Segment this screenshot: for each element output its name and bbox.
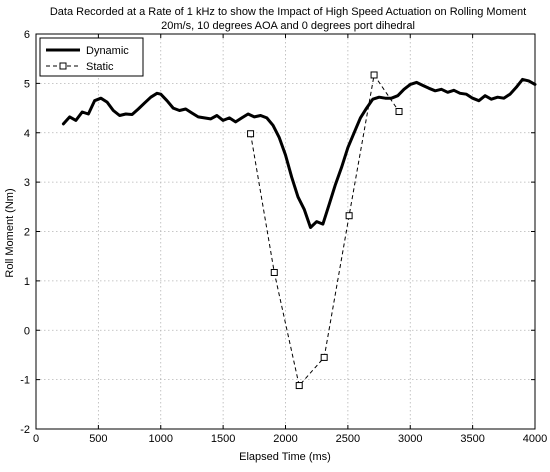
y-tick-label: 2 (24, 227, 30, 239)
x-axis-label: Elapsed Time (ms) (239, 451, 331, 463)
series-line-dynamic (61, 77, 537, 229)
y-tick-label: 3 (24, 177, 30, 189)
x-tick-label: 2500 (336, 433, 360, 445)
chart-title-line-1: Data Recorded at a Rate of 1 kHz to show… (50, 6, 526, 18)
y-tick-label: -2 (20, 424, 30, 436)
y-tick-label: -1 (20, 375, 30, 387)
legend-label-dynamic: Dynamic (86, 45, 129, 57)
y-tick-label: 4 (24, 128, 30, 140)
series-marker-static (370, 71, 378, 79)
series-marker-static (395, 108, 403, 116)
legend-label-static: Static (86, 61, 114, 73)
series-marker-static (320, 353, 328, 361)
y-tick-label: 5 (24, 78, 30, 90)
series-layer (61, 71, 537, 390)
x-tick-label: 1500 (211, 433, 235, 445)
x-tick-label: 500 (89, 433, 107, 445)
series-marker-static (295, 382, 303, 390)
y-tick-label: 1 (24, 276, 30, 288)
x-tick-label: 0 (33, 433, 39, 445)
x-tick-label: 2000 (273, 433, 297, 445)
series-marker-static (345, 212, 353, 220)
axes: 0 500 1000 1500 2000 2500 3000 3500 4000 -2 -1 0 1 2 3… (20, 29, 547, 445)
legend: Dynamic Static (39, 37, 144, 77)
series-marker-static (247, 130, 255, 138)
chart-title-line-2: 20m/s, 10 degrees AOA and 0 degrees port… (161, 20, 415, 32)
y-axis-label: Roll Moment (Nm) (4, 188, 16, 277)
y-tick-label: 0 (24, 325, 30, 337)
x-tick-label: 3500 (460, 433, 484, 445)
x-tick-label: 3000 (398, 433, 422, 445)
y-tick-label: 6 (24, 29, 30, 41)
x-tick-label: 4000 (523, 433, 547, 445)
legend-box (39, 37, 144, 77)
series-line-static (250, 73, 400, 387)
series-marker-static (270, 268, 278, 276)
grid (36, 34, 535, 429)
legend-marker-static (59, 62, 67, 70)
x-tick-label: 1000 (149, 433, 173, 445)
